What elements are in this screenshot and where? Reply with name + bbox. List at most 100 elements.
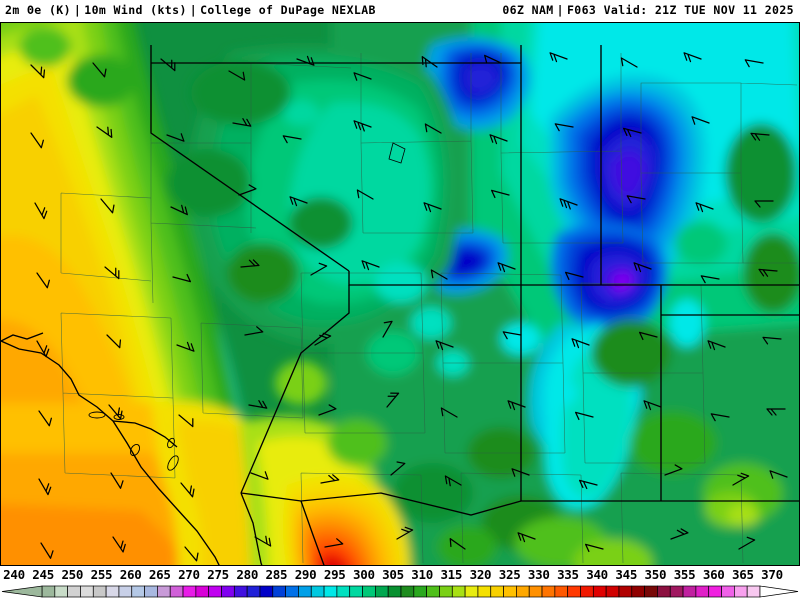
colorbar-swatch bbox=[144, 585, 158, 598]
header-sep-3: | bbox=[556, 3, 564, 17]
colorbar-tick-335: 335 bbox=[557, 567, 579, 582]
colorbar-swatch bbox=[644, 585, 658, 598]
colorbar-swatch bbox=[516, 585, 530, 598]
colorbar-swatch bbox=[221, 585, 235, 598]
colorbar-tick-255: 255 bbox=[90, 567, 113, 582]
colorbar-tick-265: 265 bbox=[148, 567, 171, 582]
wind-barb-field bbox=[30, 52, 788, 562]
header-sep-1: | bbox=[73, 3, 82, 17]
colorbar-strip[interactable] bbox=[0, 585, 800, 598]
colorbar-swatch bbox=[272, 585, 286, 598]
colorbar-swatch bbox=[721, 585, 735, 598]
colorbar-swatch bbox=[298, 585, 312, 598]
colorbar-right-arrow bbox=[759, 585, 799, 598]
colorbar-tick-355: 355 bbox=[673, 567, 696, 582]
colorbar-tick-370: 370 bbox=[761, 567, 783, 582]
colorbar-tick-320: 320 bbox=[469, 567, 492, 582]
colorbar-tick-275: 275 bbox=[207, 567, 229, 582]
colorbar-tick-260: 260 bbox=[119, 567, 142, 582]
colorbar-swatch bbox=[131, 585, 145, 598]
colorbar-swatch bbox=[157, 585, 171, 598]
wind-label: 10m Wind (kts) bbox=[84, 3, 187, 17]
colorbar-tick-250: 250 bbox=[61, 567, 84, 582]
colorbar-tick-325: 325 bbox=[498, 567, 521, 582]
county-borders bbox=[60, 53, 798, 564]
colorbar-swatch bbox=[592, 585, 607, 598]
channel-islands bbox=[88, 411, 179, 471]
colorbar-swatch bbox=[246, 585, 261, 598]
colorbar-swatch bbox=[195, 585, 210, 598]
header-sep-2: | bbox=[189, 3, 198, 17]
colorbar-swatch bbox=[336, 585, 351, 598]
colorbar-swatch bbox=[439, 585, 453, 598]
colorbar-swatch bbox=[310, 585, 325, 598]
colorbar-swatch bbox=[323, 585, 338, 598]
colorbar: 240 245 250 255 260 265 270 275 280 285 290 295 300 3… bbox=[0, 566, 800, 600]
colorbar-tick-305: 305 bbox=[382, 567, 404, 582]
colorbar-swatch bbox=[490, 585, 504, 598]
colorbar-swatch bbox=[349, 585, 363, 598]
colorbar-swatch bbox=[567, 585, 581, 598]
colorbar-tick-240: 240 bbox=[3, 567, 25, 582]
header-right-title: 06Z NAM | F063 Valid: 21Z TUE NOV 11 2025 bbox=[502, 3, 794, 17]
colorbar-tick-295: 295 bbox=[323, 567, 346, 582]
map-header: 2m Θe (K) | 10m Wind (kts) | College of DuPa… bbox=[0, 0, 800, 22]
colorbar-tick-350: 350 bbox=[644, 567, 667, 582]
colorbar-tick-340: 340 bbox=[586, 567, 608, 582]
header-left-title: 2m Θe (K) | 10m Wind (kts) | College of DuPa… bbox=[5, 3, 376, 17]
colorbar-swatch bbox=[375, 585, 389, 598]
colorbar-left-arrow bbox=[1, 585, 43, 598]
colorbar-swatch bbox=[285, 585, 299, 598]
colorbar-swatch bbox=[631, 585, 645, 598]
colorbar-swatch bbox=[503, 585, 517, 598]
colorbar-swatch bbox=[387, 585, 402, 598]
colorbar-swatch bbox=[41, 585, 56, 598]
colorbar-swatch bbox=[554, 585, 569, 598]
colorbar-swatch bbox=[54, 585, 68, 598]
model-run-label: 06Z NAM bbox=[502, 3, 554, 17]
colorbar-swatch bbox=[618, 585, 633, 598]
colorbar-tick-360: 360 bbox=[702, 567, 725, 582]
colorbar-tick-280: 280 bbox=[236, 567, 259, 582]
colorbar-tick-310: 310 bbox=[411, 567, 433, 582]
map-canvas[interactable] bbox=[0, 22, 800, 566]
colorbar-swatch bbox=[746, 585, 761, 598]
colorbar-swatch bbox=[682, 585, 697, 598]
colorbar-swatch bbox=[669, 585, 684, 598]
colorbar-swatch bbox=[169, 585, 184, 598]
colorbar-tick-315: 315 bbox=[440, 567, 463, 582]
colorbar-swatch bbox=[182, 585, 197, 598]
colorbar-swatches bbox=[1, 585, 799, 598]
colorbar-swatch bbox=[734, 585, 748, 598]
colorbar-swatch bbox=[105, 585, 120, 598]
colorbar-swatch bbox=[464, 585, 479, 598]
colorbar-swatch bbox=[528, 585, 543, 598]
colorbar-tick-290: 290 bbox=[294, 567, 317, 582]
theta-e-contour-field bbox=[1, 23, 799, 565]
colorbar-tick-labels: 240 245 250 255 260 265 270 275 280 285 290 295 300 3… bbox=[0, 566, 800, 583]
colorbar-swatch bbox=[400, 585, 415, 598]
colorbar-tick-245: 245 bbox=[32, 567, 54, 582]
colorbar-swatch bbox=[657, 585, 671, 598]
colorbar-swatch bbox=[118, 585, 133, 598]
colorbar-swatch bbox=[605, 585, 620, 598]
colorbar-swatch bbox=[708, 585, 722, 598]
colorbar-swatch bbox=[413, 585, 427, 598]
colorbar-tick-345: 345 bbox=[615, 567, 638, 582]
colorbar-swatch bbox=[541, 585, 556, 598]
colorbar-tick-365: 365 bbox=[732, 567, 754, 582]
colorbar-tick-270: 270 bbox=[178, 567, 200, 582]
colorbar-swatch bbox=[695, 585, 710, 598]
colorbar-swatch bbox=[67, 585, 81, 598]
colorbar-swatch bbox=[208, 585, 222, 598]
colorbar-swatch bbox=[233, 585, 248, 598]
colorbar-swatch bbox=[426, 585, 440, 598]
source-label: College of DuPage NEXLAB bbox=[200, 3, 376, 17]
state-borders bbox=[1, 45, 799, 565]
colorbar-tick-300: 300 bbox=[353, 567, 375, 582]
valid-time-label: Valid: 21Z TUE NOV 11 2025 bbox=[603, 3, 794, 17]
field-label: 2m Θe (K) bbox=[5, 3, 71, 17]
colorbar-swatch bbox=[451, 585, 466, 598]
colorbar-swatch bbox=[92, 585, 107, 598]
